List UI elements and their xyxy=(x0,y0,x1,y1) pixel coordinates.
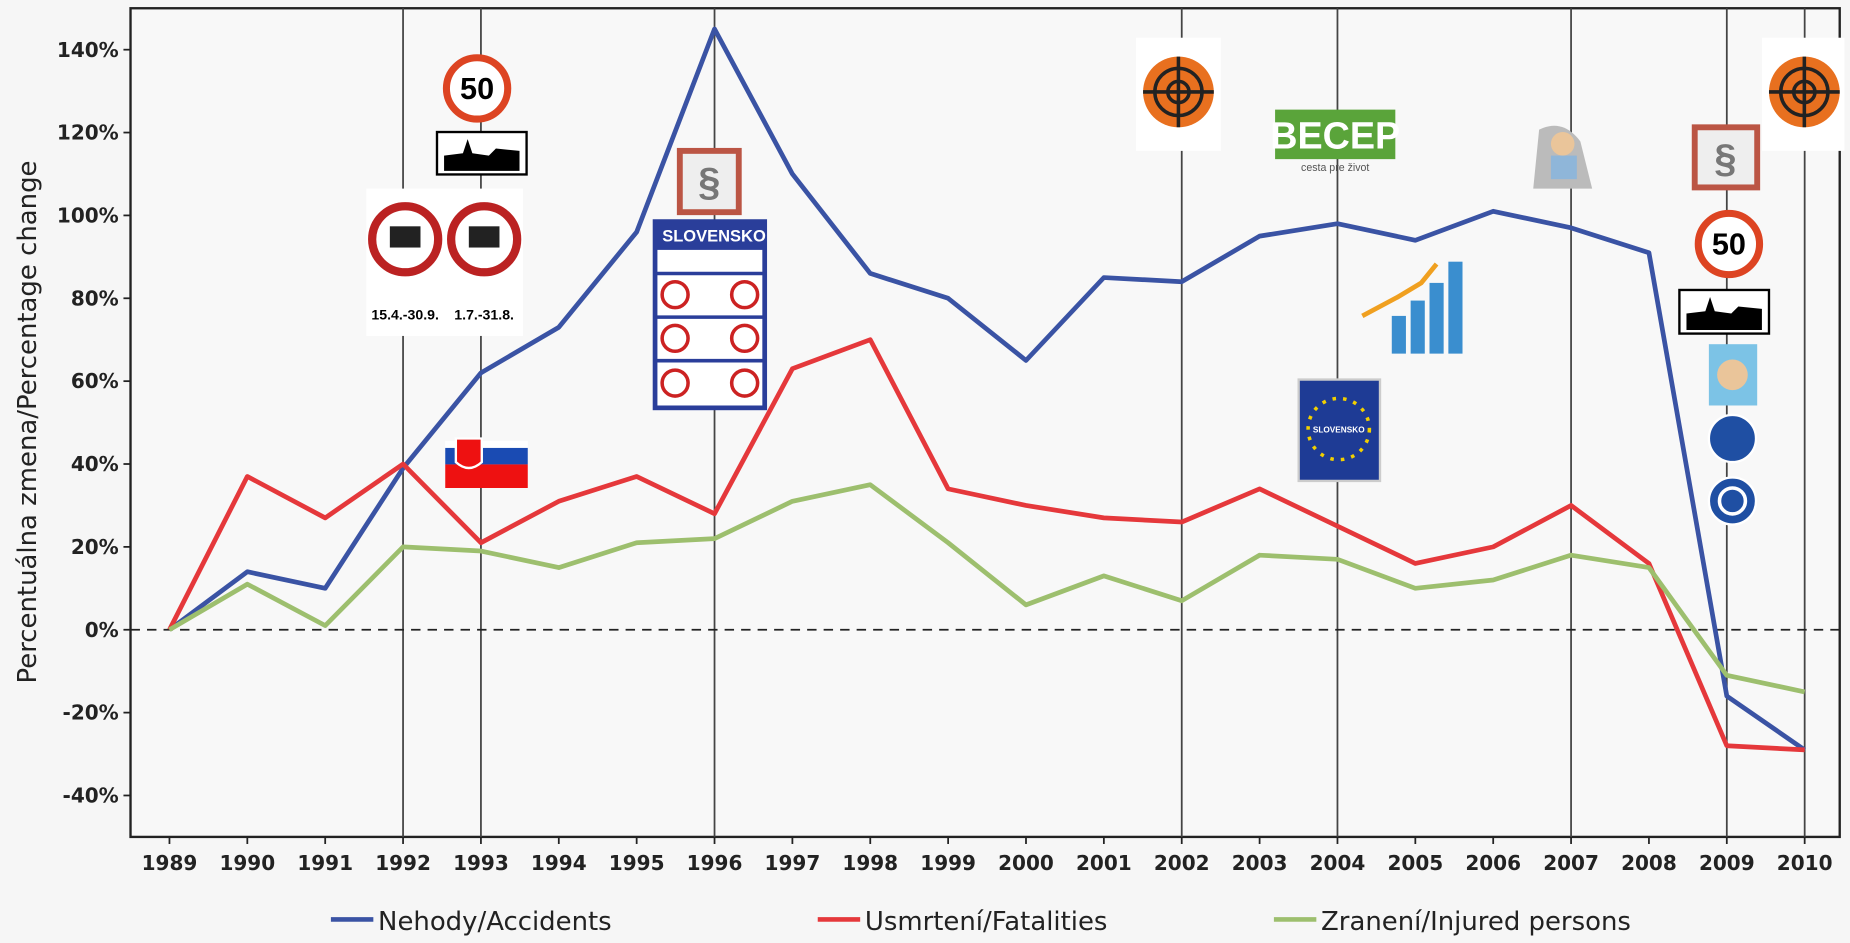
sign-text: § xyxy=(1714,137,1736,181)
y-tick-label: 0% xyxy=(85,618,119,642)
y-tick-label: -40% xyxy=(63,784,119,808)
speed-sign xyxy=(1694,209,1764,279)
x-tick-label: 1996 xyxy=(687,851,743,875)
y-tick-label: 20% xyxy=(71,535,119,559)
x-tick-label: 2004 xyxy=(1310,851,1366,875)
x-tick-label: 2007 xyxy=(1543,851,1599,875)
x-tick-label: 2010 xyxy=(1777,851,1833,875)
flag-shield xyxy=(454,437,483,470)
truck xyxy=(468,226,500,248)
eu-stars xyxy=(1306,396,1372,462)
mini-sign xyxy=(660,279,690,310)
mini-sign xyxy=(660,368,690,398)
sign-text: SLOVENSKO xyxy=(1313,426,1365,435)
legend: Nehody/Accidents Usmrtení/Fatalities Zrane… xyxy=(330,907,1631,937)
tyre-sign xyxy=(1707,476,1758,526)
mini-sign xyxy=(729,368,760,398)
y-tick-label: 100% xyxy=(57,203,119,227)
x-tick-label: 1993 xyxy=(453,851,509,875)
y-tick-label: 40% xyxy=(71,452,119,476)
legend-label: Nehody/Accidents xyxy=(378,907,612,937)
x-tick-label: 2002 xyxy=(1154,851,1210,875)
border-sign-header xyxy=(655,221,765,250)
x-tick-label: 2006 xyxy=(1465,851,1521,875)
plot-background xyxy=(129,7,1841,839)
truck xyxy=(389,226,421,248)
x-tick-label: 2009 xyxy=(1699,851,1755,875)
x-tick-label: 1989 xyxy=(142,851,198,875)
x-tick-label: 2005 xyxy=(1387,851,1443,875)
law-icon xyxy=(1691,124,1761,191)
sign-text: SLOVENSKO xyxy=(662,228,766,246)
eu-sign xyxy=(1297,378,1382,483)
speed-sign xyxy=(442,54,512,123)
becep-logo xyxy=(1275,109,1396,160)
x-tick-label: 1997 xyxy=(765,851,821,875)
mini-sign xyxy=(729,323,760,354)
series-line xyxy=(167,337,1805,753)
x-tick-label: 1990 xyxy=(219,851,275,875)
mini-sign xyxy=(660,323,690,354)
y-tick-label: 80% xyxy=(71,286,119,310)
y-tick-label: 60% xyxy=(71,369,119,393)
tyre xyxy=(1717,486,1748,516)
target-icon xyxy=(1761,37,1845,151)
x-tick-label: 1998 xyxy=(842,851,898,875)
sign-text: 50 xyxy=(1712,228,1746,262)
mini-sign xyxy=(729,279,760,310)
legend-label: Usmrtení/Fatalities xyxy=(865,907,1108,937)
x-tick-label: 1999 xyxy=(920,851,976,875)
y-tick-label: 140% xyxy=(57,38,119,62)
series-layer xyxy=(167,26,1807,753)
town-silhouette xyxy=(1686,297,1762,331)
x-tick-label: 2001 xyxy=(1076,851,1132,875)
flag-red xyxy=(445,464,528,489)
sign-text: BECEP xyxy=(1270,115,1400,157)
x-tick-label: 2008 xyxy=(1621,851,1677,875)
sign-text: 50 xyxy=(460,72,494,106)
legend-label: Zranení/Injured persons xyxy=(1321,907,1631,937)
growth-chart-icon xyxy=(1361,261,1463,354)
sign-text: § xyxy=(698,161,720,205)
sign-text: cesta pre život xyxy=(1301,162,1369,174)
x-tick-label: 2000 xyxy=(998,851,1054,875)
y-tick-label: 120% xyxy=(57,121,119,145)
target-icon xyxy=(1135,37,1221,151)
child-seat-icon xyxy=(1533,125,1593,189)
sign-text: 1.7.-31.8. xyxy=(454,306,514,322)
y-tick-label: -20% xyxy=(63,701,119,725)
sign-text: 15.4.-30.9. xyxy=(371,306,439,322)
x-tick-label: 1995 xyxy=(609,851,665,875)
town-silhouette xyxy=(444,139,520,171)
helmet-face xyxy=(1717,359,1748,391)
series-line xyxy=(168,26,1807,752)
x-tick-label: 1991 xyxy=(297,851,353,875)
x-tick-label: 1994 xyxy=(531,851,587,875)
y-axis-label: Percentuálna zmena/Percentage change xyxy=(13,161,43,684)
series-line xyxy=(168,482,1806,695)
lights-sign xyxy=(1707,413,1758,464)
x-tick-label: 2003 xyxy=(1232,851,1288,875)
icons: 50 15.4.-30.9. 1.7.-31.8. § SLOVENSKO xyxy=(366,37,1845,526)
x-tick-label: 1992 xyxy=(375,851,431,875)
law-icon xyxy=(676,147,742,216)
